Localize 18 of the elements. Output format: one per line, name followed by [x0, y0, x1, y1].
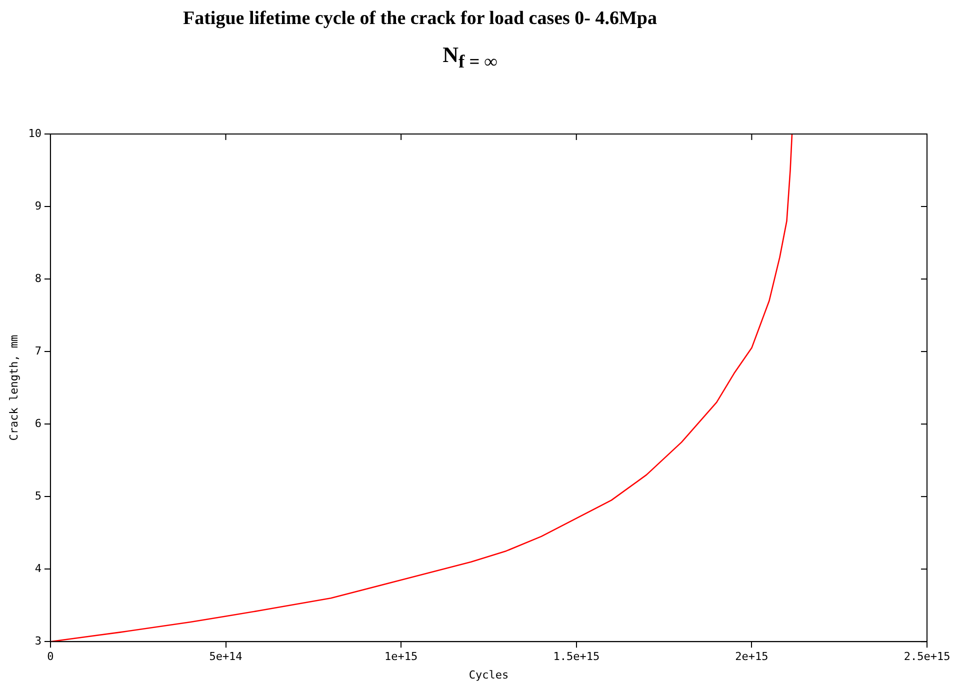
- y-tick-label: 4: [34, 562, 42, 575]
- x-tick-label: 5e+14: [209, 650, 243, 664]
- chart-subtitle: N$_{f = ∞}$: [442, 42, 498, 72]
- y-tick-label: 10: [28, 126, 42, 140]
- x-tick-label: 2.5e+15: [904, 650, 950, 664]
- y-tick-label: 9: [34, 199, 42, 212]
- y-tick-label: 8: [34, 272, 42, 285]
- y-axis-title: Crack length, mm: [7, 334, 20, 441]
- y-tick-label: 7: [34, 344, 42, 358]
- x-tick-label: 1e+15: [384, 650, 418, 664]
- x-tick-label: 2e+15: [735, 650, 768, 664]
- x-tick-label: 0: [47, 650, 54, 664]
- chart-title: Fatigue lifetime cycle of the crack for load cases 0- 4.6Mpa: [182, 8, 658, 30]
- y-tick-label: 3: [34, 634, 42, 648]
- y-tick-label: 6: [34, 416, 42, 430]
- y-tick-label: 5: [34, 489, 42, 502]
- x-axis-title: Cycles: [468, 668, 509, 682]
- x-tick-label: 1.5e+15: [553, 650, 600, 664]
